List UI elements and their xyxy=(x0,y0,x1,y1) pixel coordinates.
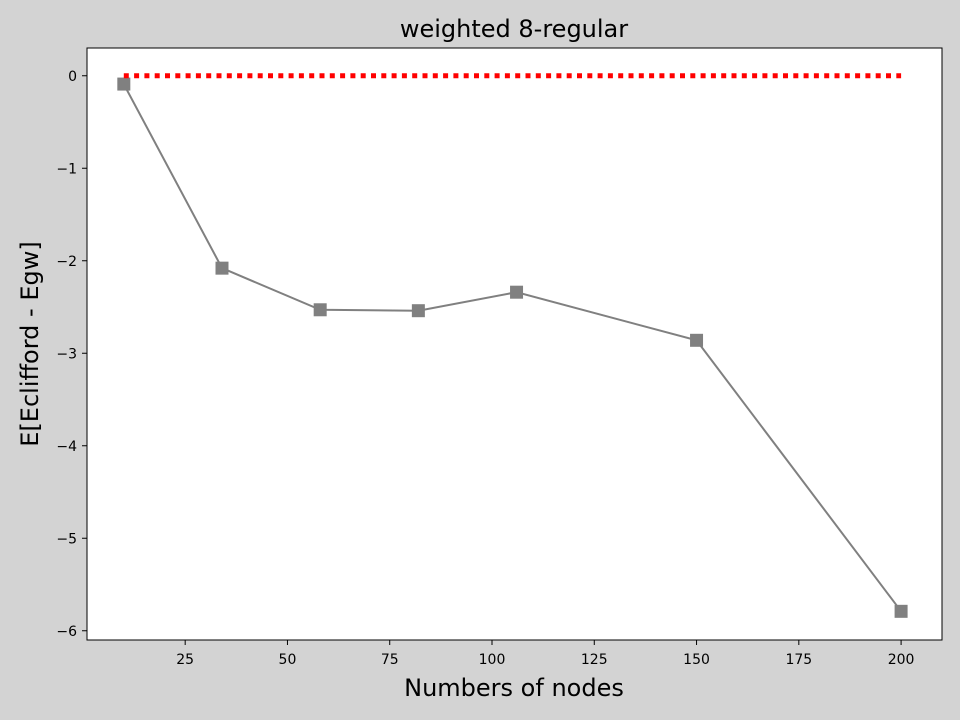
x-tick-label: 175 xyxy=(785,652,812,668)
x-tick-label: 25 xyxy=(176,652,194,668)
data-point-marker xyxy=(215,261,229,275)
y-tick-label: −4 xyxy=(56,439,77,455)
x-tick-label: 200 xyxy=(888,652,915,668)
y-tick-label: −1 xyxy=(56,161,77,177)
y-tick-label: −6 xyxy=(56,624,77,640)
x-tick-label: 150 xyxy=(683,652,710,668)
data-point-marker xyxy=(117,77,131,91)
y-axis-label: E[Eclifford - Egw] xyxy=(16,241,44,446)
y-ticks: 0 −1 −2 −3 −4 −5 −6 xyxy=(56,69,87,640)
chart-title: weighted 8-regular xyxy=(400,15,628,43)
x-ticks: 25 50 75 100 125 150 175 200 xyxy=(176,640,914,668)
data-point-marker xyxy=(313,303,327,317)
data-point-marker xyxy=(411,304,425,318)
y-tick-label: 0 xyxy=(68,69,77,85)
x-tick-label: 125 xyxy=(581,652,608,668)
plot-area xyxy=(86,47,943,641)
x-tick-label: 75 xyxy=(381,652,399,668)
data-point-marker xyxy=(690,333,704,347)
x-axis-label: Numbers of nodes xyxy=(404,674,624,702)
series-layer xyxy=(117,73,908,618)
x-tick-label: 100 xyxy=(479,652,506,668)
y-tick-label: −3 xyxy=(56,346,77,362)
x-tick-label: 50 xyxy=(279,652,297,668)
y-tick-label: −2 xyxy=(56,254,77,270)
data-point-marker xyxy=(510,285,524,299)
y-tick-label: −5 xyxy=(56,531,77,547)
data-point-marker xyxy=(894,604,908,618)
